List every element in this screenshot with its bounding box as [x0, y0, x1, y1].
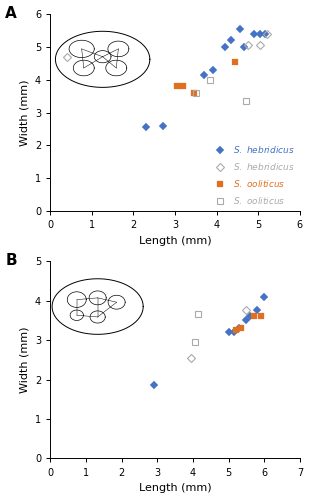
Y-axis label: Width (mm): Width (mm): [19, 326, 29, 393]
Text: B: B: [5, 254, 17, 268]
X-axis label: Length (mm): Length (mm): [139, 236, 211, 246]
X-axis label: Length (mm): Length (mm): [139, 483, 211, 493]
Y-axis label: Width (mm): Width (mm): [19, 80, 29, 146]
Legend: $\it{S.\ hebridicus}$, $\it{S.\ hebridicus}$, $\it{S.\ ooliticus}$, $\it{S.\ ool: $\it{S.\ hebridicus}$, $\it{S.\ hebridic…: [210, 144, 295, 206]
Text: A: A: [5, 6, 17, 21]
